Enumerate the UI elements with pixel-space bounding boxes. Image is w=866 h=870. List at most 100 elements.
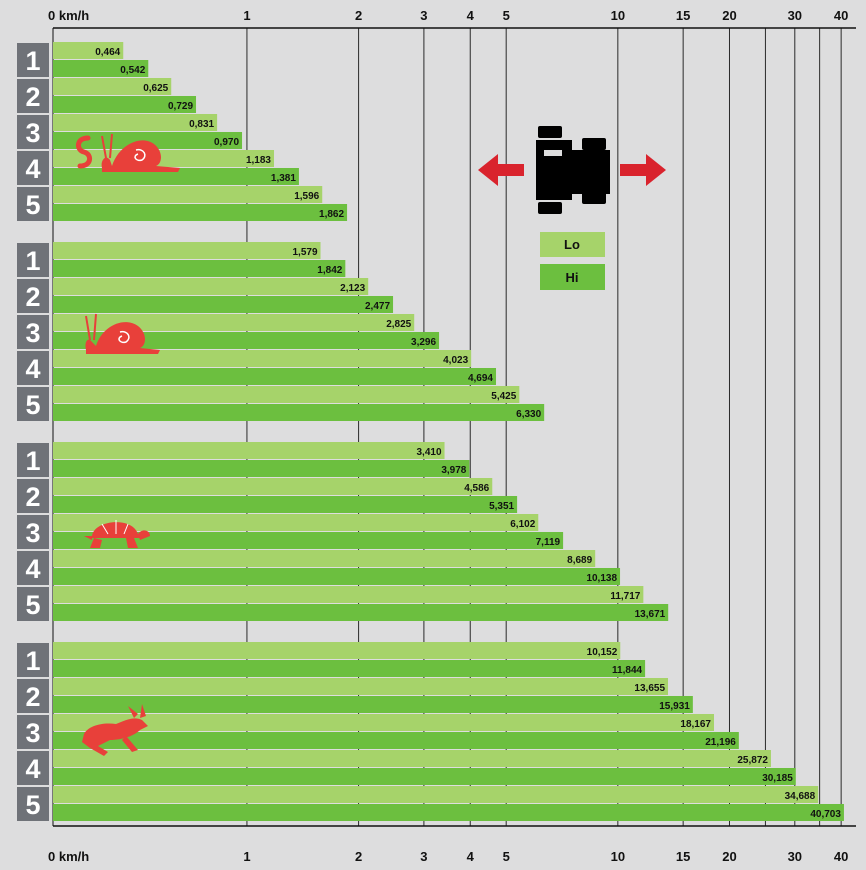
x-tick-label-bottom: 5 xyxy=(503,849,510,864)
turtle-icon xyxy=(84,520,150,548)
value-label-lo: 0,625 xyxy=(143,83,168,94)
bar-hi xyxy=(53,168,299,185)
x-tick-label-top: 40 xyxy=(834,8,848,23)
value-label-lo: 11,717 xyxy=(610,591,640,602)
gear-label: 4 xyxy=(25,554,40,584)
snail-body xyxy=(101,140,180,172)
gear-box xyxy=(17,751,49,785)
gear-label: 3 xyxy=(25,118,40,148)
gear-box xyxy=(17,187,49,221)
gear-box xyxy=(17,643,49,677)
x-tick-label-bottom: 40 xyxy=(834,849,848,864)
bar-lo xyxy=(53,786,819,803)
x-tick-label-bottom: 20 xyxy=(722,849,736,864)
bar-hi xyxy=(53,460,470,477)
gear-box xyxy=(17,315,49,349)
value-label-hi: 2,477 xyxy=(365,301,390,312)
gear-label: 3 xyxy=(25,318,40,348)
value-label-lo: 3,410 xyxy=(417,447,442,458)
value-label-lo: 6,102 xyxy=(510,519,535,530)
value-label-lo: 8,689 xyxy=(567,555,592,566)
tractor-window xyxy=(544,150,562,156)
x-tick-label-top: 15 xyxy=(676,8,690,23)
bar-lo xyxy=(53,442,445,459)
bar-lo xyxy=(53,586,644,603)
gear-box xyxy=(17,551,49,585)
value-label-hi: 0,970 xyxy=(214,137,239,148)
bar-lo xyxy=(53,278,369,295)
bar-hi xyxy=(53,260,346,277)
bar-hi xyxy=(53,60,149,77)
value-label-lo: 34,688 xyxy=(785,791,816,802)
bar-lo xyxy=(53,350,472,367)
gear-box xyxy=(17,79,49,113)
value-label-hi: 11,844 xyxy=(612,665,642,676)
x-tick-label-top: 3 xyxy=(420,8,427,23)
snail-shell-spiral xyxy=(118,330,130,344)
bar-hi xyxy=(53,132,243,149)
tractor-rear-wheel-right xyxy=(582,192,606,204)
value-label-hi: 1,842 xyxy=(317,265,342,276)
gear-label: 3 xyxy=(25,718,40,748)
value-label-hi: 1,862 xyxy=(319,209,344,220)
arrow-left-icon xyxy=(478,154,524,186)
value-label-lo: 0,831 xyxy=(189,119,214,130)
x-tick-label-bottom: 1 xyxy=(243,849,250,864)
value-label-hi: 15,931 xyxy=(659,701,690,712)
gear-label: 1 xyxy=(25,46,40,76)
gear-label: 1 xyxy=(25,646,40,676)
gear-box xyxy=(17,479,49,513)
tractor-direction-icon xyxy=(478,126,666,214)
snail-horn xyxy=(85,313,97,341)
gear-label: 4 xyxy=(25,354,40,384)
bar-hi xyxy=(53,696,693,713)
gear-box xyxy=(17,443,49,477)
gear-label: 1 xyxy=(25,446,40,476)
bar-hi xyxy=(53,768,796,785)
bar-hi xyxy=(53,568,621,585)
bar-hi xyxy=(53,296,394,313)
bar-lo xyxy=(53,242,321,259)
hare-front-legs xyxy=(122,736,138,752)
x-tick-label-top: 0 km/h xyxy=(48,8,89,23)
value-label-hi: 6,330 xyxy=(516,409,541,420)
legend-lo-swatch xyxy=(540,232,605,257)
gear-box xyxy=(17,715,49,749)
axis-top: 0 km/h 1 2 3 4 5 10 15 20 30 40 xyxy=(48,8,856,29)
turtle-shell-pattern xyxy=(101,520,129,535)
gear-label: 2 xyxy=(25,82,40,112)
gear-box xyxy=(17,351,49,385)
bar-lo xyxy=(53,514,539,531)
value-label-lo: 25,872 xyxy=(737,755,768,766)
x-tick-label-bottom: 15 xyxy=(676,849,690,864)
bar-hi xyxy=(53,96,197,113)
bar-hi xyxy=(53,732,739,749)
value-label-hi: 40,703 xyxy=(810,809,841,820)
x-tick-label-top: 2 xyxy=(355,8,362,23)
value-label-hi: 1,381 xyxy=(271,173,296,184)
bar-hi xyxy=(53,496,518,513)
gear-box xyxy=(17,243,49,277)
gear-box xyxy=(17,43,49,77)
gear-label: 2 xyxy=(25,682,40,712)
bar-lo xyxy=(53,114,218,131)
x-tick-label-bottom: 2 xyxy=(355,849,362,864)
value-label-hi: 4,694 xyxy=(468,373,493,384)
legend-hi-label: Hi xyxy=(566,270,579,285)
bar-lo xyxy=(53,750,771,767)
value-label-hi: 3,296 xyxy=(411,337,436,348)
tractor-rear-wheel-left xyxy=(538,202,562,214)
gear-label: 4 xyxy=(25,754,40,784)
value-label-hi: 21,196 xyxy=(705,737,736,748)
gridlines xyxy=(52,28,842,826)
value-label-hi: 5,351 xyxy=(489,501,514,512)
gear-label: 4 xyxy=(25,154,40,184)
hare-icon xyxy=(82,704,148,756)
gear-box xyxy=(17,387,49,421)
value-label-lo: 2,825 xyxy=(386,319,411,330)
value-label-lo: 1,579 xyxy=(292,247,317,258)
axis-bottom: 0 km/h 1 2 3 4 5 10 15 20 30 40 xyxy=(48,825,856,864)
x-tick-label-top: 5 xyxy=(503,8,510,23)
bar-lo xyxy=(53,714,715,731)
